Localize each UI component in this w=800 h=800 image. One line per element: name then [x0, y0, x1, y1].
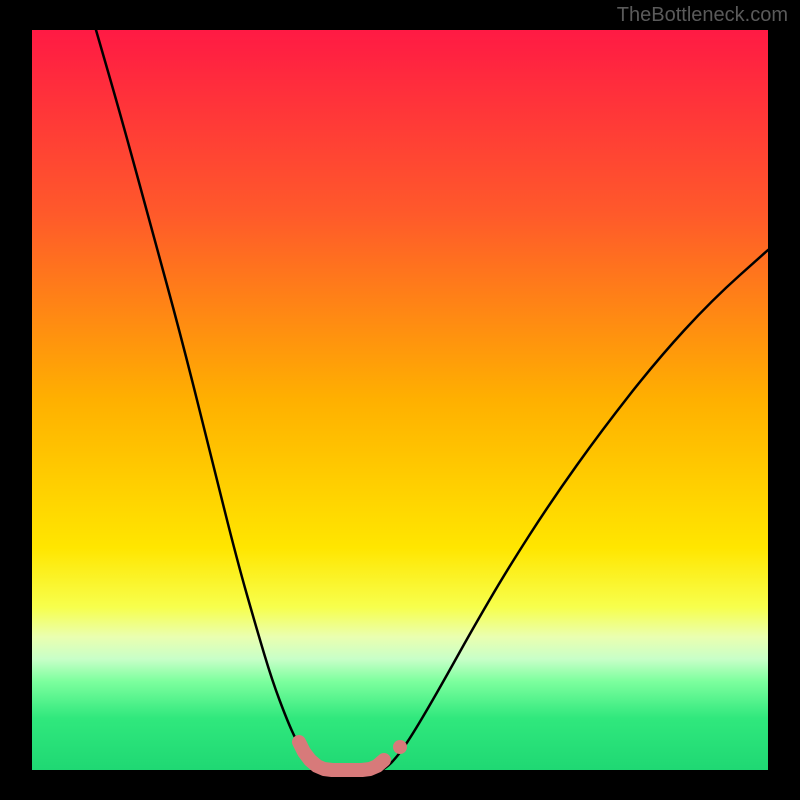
- highlight-segment: [299, 742, 384, 770]
- highlight-dot: [393, 740, 407, 754]
- curve-right-branch: [382, 250, 768, 770]
- watermark-text: TheBottleneck.com: [617, 4, 788, 27]
- curve-left-branch: [96, 30, 320, 770]
- chart-svg: [0, 0, 800, 800]
